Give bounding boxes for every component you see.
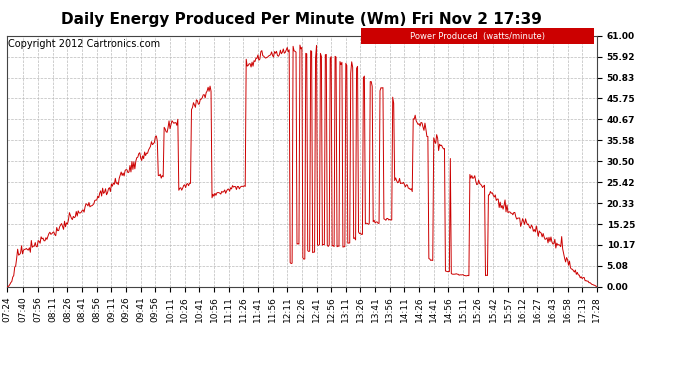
Text: Copyright 2012 Cartronics.com: Copyright 2012 Cartronics.com <box>8 39 160 50</box>
Title: Daily Energy Produced Per Minute (Wm) Fri Nov 2 17:39: Daily Energy Produced Per Minute (Wm) Fr… <box>61 12 542 27</box>
